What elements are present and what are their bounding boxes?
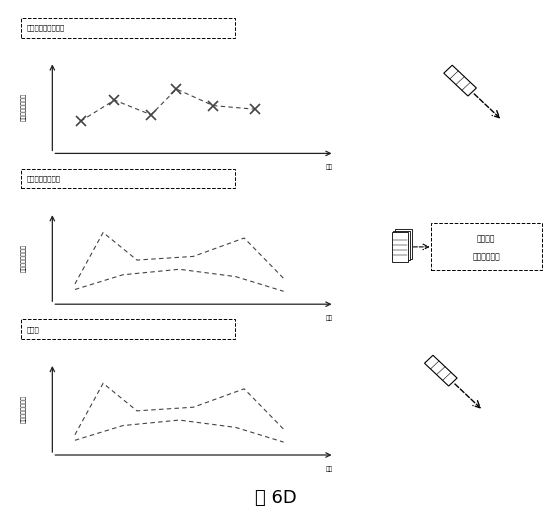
FancyBboxPatch shape <box>21 168 235 188</box>
Text: 時間: 時間 <box>326 466 332 472</box>
Text: 結果：: 結果： <box>26 326 39 333</box>
Text: 先行するコマンド：: 先行するコマンド： <box>26 24 64 31</box>
Text: 時間: 時間 <box>326 165 332 171</box>
Text: 「全て削除」: 「全て削除」 <box>472 252 500 261</box>
Text: 時間: 時間 <box>326 316 332 321</box>
FancyBboxPatch shape <box>395 229 412 258</box>
FancyBboxPatch shape <box>431 223 542 270</box>
FancyBboxPatch shape <box>21 18 235 37</box>
Text: アクチュエータ値: アクチュエータ値 <box>21 395 26 423</box>
Text: 新しいコマンド：: 新しいコマンド： <box>26 175 61 182</box>
Polygon shape <box>424 355 457 386</box>
FancyBboxPatch shape <box>393 230 410 260</box>
Text: タイプ：: タイプ： <box>477 235 495 244</box>
Text: 図 6D: 図 6D <box>255 489 296 507</box>
FancyBboxPatch shape <box>21 319 235 339</box>
Text: アクチュエータ値: アクチュエータ値 <box>21 94 26 122</box>
Text: アクチュエータ値: アクチュエータ値 <box>21 244 26 272</box>
Polygon shape <box>444 65 477 96</box>
FancyBboxPatch shape <box>392 232 408 262</box>
